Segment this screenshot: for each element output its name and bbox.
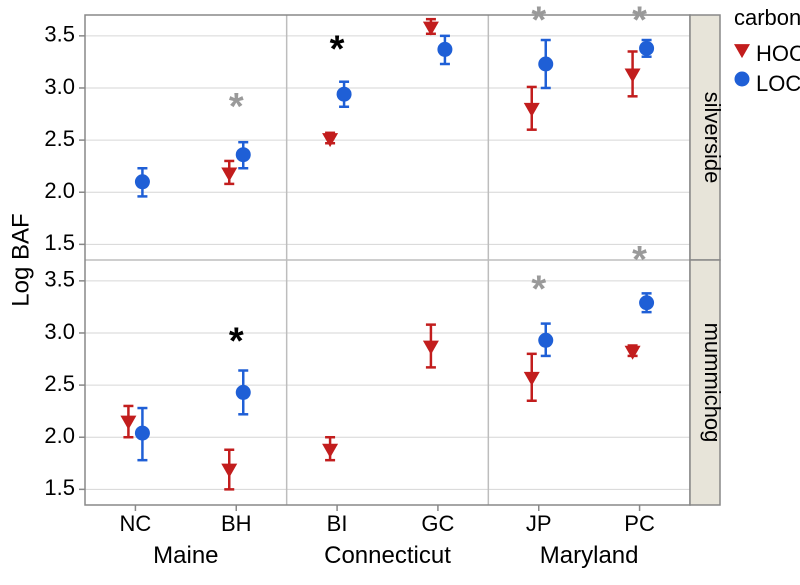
significance-star-icon: * [229,86,244,128]
y-tick-label: 1.5 [44,475,75,500]
marker-circle-icon [538,333,553,348]
marker-circle-icon [337,87,352,102]
legend-label: HOC [756,41,800,66]
significance-star-icon: * [632,0,647,41]
x-tick-label: PC [624,511,655,536]
state-label: Maine [153,542,218,569]
y-tick-label: 3.0 [44,319,75,344]
marker-circle-icon [135,174,150,189]
marker-circle-icon [437,42,452,57]
x-tick-label: GC [421,511,454,536]
marker-circle-icon [639,295,654,310]
significance-star-icon: * [531,0,546,41]
y-tick-label: 3.5 [44,267,75,292]
y-axis-label: Log BAF [7,213,34,306]
x-tick-label: BH [221,511,252,536]
significance-star-icon: * [229,320,244,362]
y-tick-label: 2.5 [44,371,75,396]
chart-svg: silverside mummichog 1.5 2.0 2.5 3.0 3.5 1.5 2.0… [0,0,800,585]
state-label: Maryland [540,542,639,569]
significance-star-icon: * [330,29,345,71]
chart-container: silverside mummichog 1.5 2.0 2.5 3.0 3.5 1.5 2.0… [0,0,800,585]
y-tick-label: 3.5 [44,22,75,47]
state-label: Connecticut [324,542,451,569]
y-tick-label: 2.5 [44,126,75,151]
row-label: silverside [700,92,725,184]
marker-circle-icon [639,41,654,56]
y-tick-label: 1.5 [44,230,75,255]
x-tick-label: JP [526,511,552,536]
marker-circle-icon [236,147,251,162]
y-tick-label: 2.0 [44,423,75,448]
legend-title: carbon [734,5,800,30]
legend-label: LOC [756,71,800,96]
marker-circle-icon [236,385,251,400]
x-tick-label: NC [120,511,152,536]
significance-star-icon: * [632,239,647,281]
significance-star-icon: * [531,268,546,310]
marker-circle-icon [538,57,553,72]
marker-circle-icon [135,426,150,441]
row-label: mummichog [700,323,725,443]
y-tick-label: 2.0 [44,178,75,203]
x-tick-label: BI [327,511,348,536]
y-tick-label: 3.0 [44,74,75,99]
marker-circle-icon [735,72,750,87]
